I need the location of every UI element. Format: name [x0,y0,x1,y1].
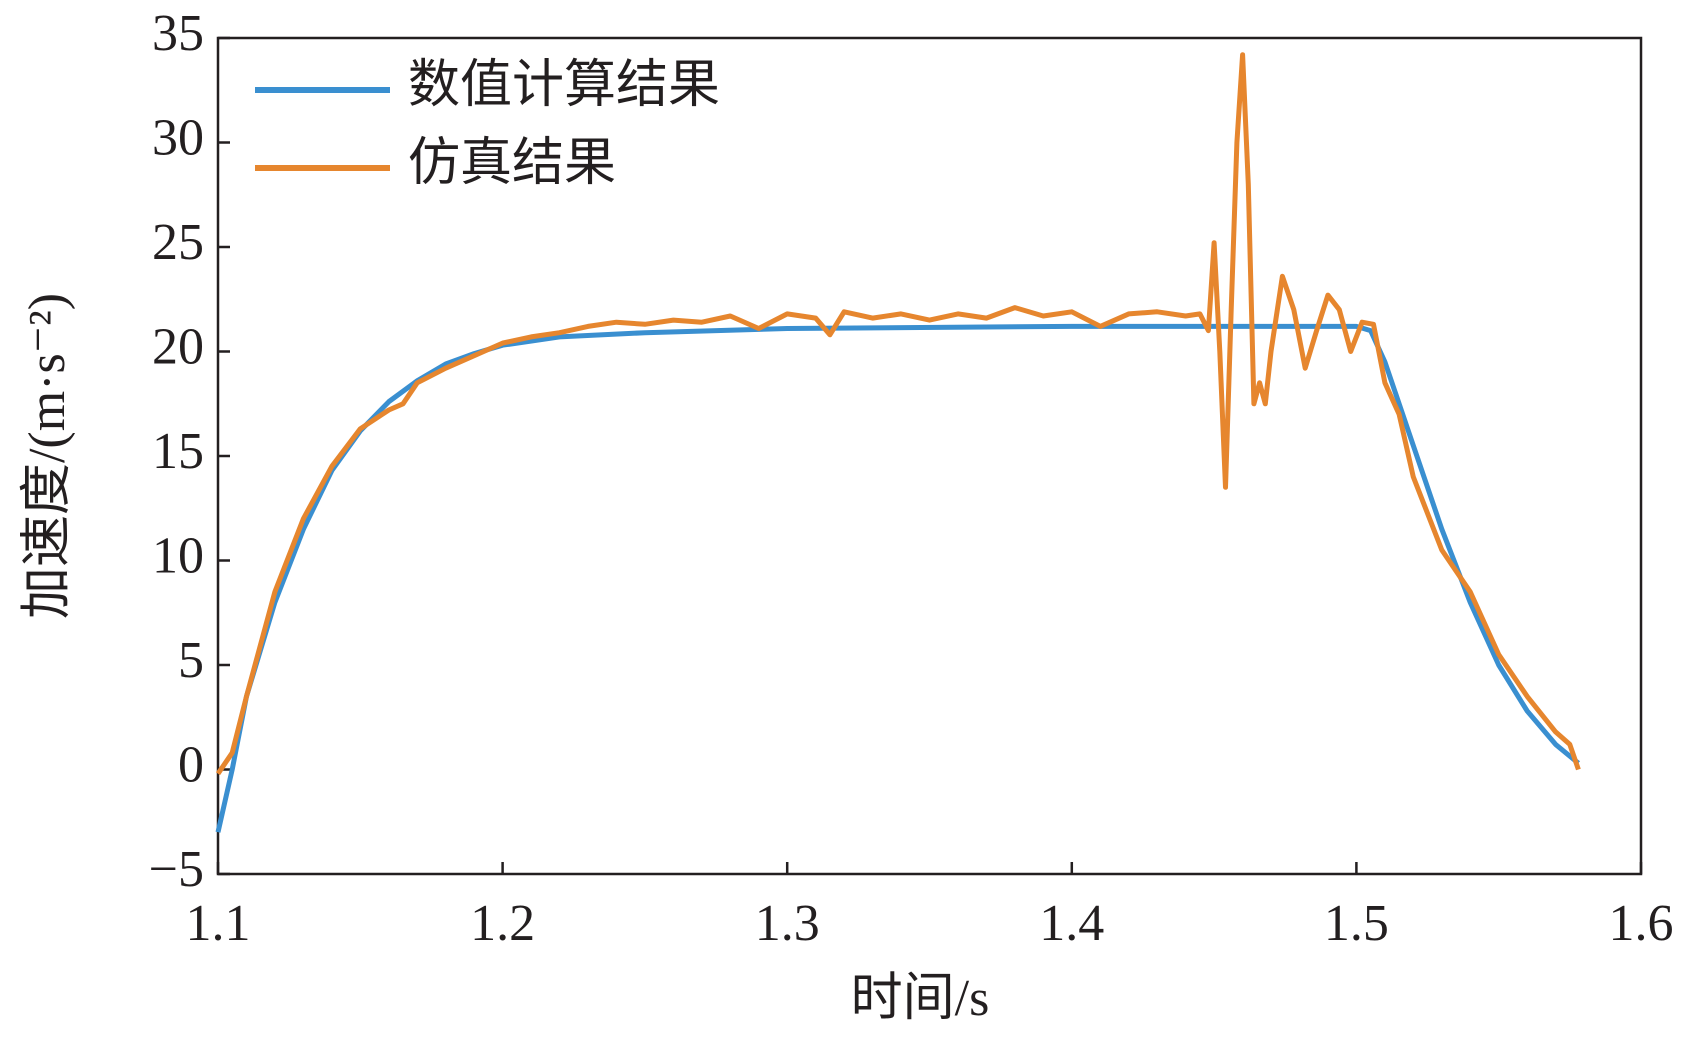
y-tick-label: 20 [152,318,204,375]
y-tick-label: −5 [149,841,204,898]
legend-label: 仿真结果 [408,135,616,192]
x-tick-label: 1.4 [1039,895,1104,952]
data-line [215,52,1581,776]
x-tick-label: 1.2 [470,895,535,952]
data-line [215,323,1580,833]
y-tick-label: 35 [152,5,204,62]
y-tick-label: 10 [152,527,204,584]
legend-label: 数值计算结果 [408,57,720,114]
x-tick-label: 1.6 [1609,895,1674,952]
y-tick-label: 0 [178,736,204,793]
y-axis-label: 加速度/(m·s⁻²) [19,293,76,619]
x-tick-label: 1.1 [186,895,251,952]
x-tick-label: 1.5 [1324,895,1389,952]
x-tick-label: 1.3 [755,895,820,952]
y-tick-label: 30 [152,109,204,166]
y-tick-label: 25 [152,214,204,271]
x-axis-label: 时间/s [851,970,990,1027]
y-tick-label: 15 [152,423,204,480]
y-tick-label: 5 [178,632,204,689]
